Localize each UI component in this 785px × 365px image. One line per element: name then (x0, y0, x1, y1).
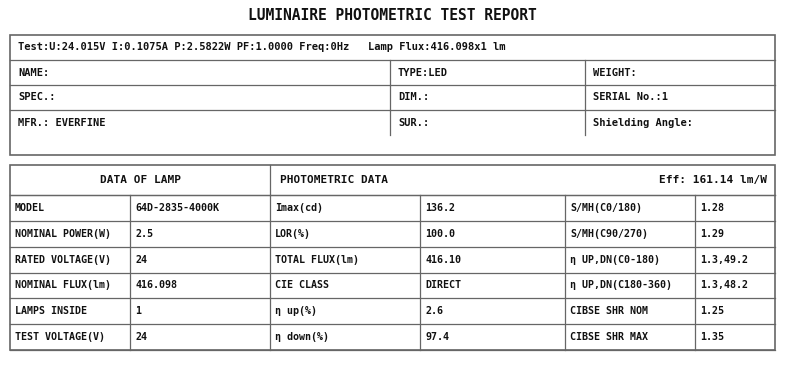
Text: SPEC.:: SPEC.: (18, 92, 56, 103)
Text: Shielding Angle:: Shielding Angle: (593, 118, 693, 127)
Text: 97.4: 97.4 (425, 332, 449, 342)
Text: 1.3,49.2: 1.3,49.2 (700, 254, 748, 265)
Text: Imax(cd): Imax(cd) (275, 203, 323, 213)
Text: S/MH(C90/270): S/MH(C90/270) (570, 229, 648, 239)
Text: CIE CLASS: CIE CLASS (275, 280, 329, 291)
Text: SERIAL No.:1: SERIAL No.:1 (593, 92, 668, 103)
Text: Eff: 161.14 lm/W: Eff: 161.14 lm/W (659, 175, 767, 185)
Text: η UP,DN(C180-360): η UP,DN(C180-360) (570, 280, 672, 291)
Text: MODEL: MODEL (15, 203, 45, 213)
Text: DATA OF LAMP: DATA OF LAMP (100, 175, 181, 185)
Text: 24: 24 (135, 254, 147, 265)
Text: NOMINAL POWER(W): NOMINAL POWER(W) (15, 229, 111, 239)
Text: 2.6: 2.6 (425, 306, 443, 316)
Text: CIBSE SHR NOM: CIBSE SHR NOM (570, 306, 648, 316)
Text: 1.35: 1.35 (700, 332, 724, 342)
Text: Test:U:24.015V I:0.1075A P:2.5822W PF:1.0000 Freq:0Hz   Lamp Flux:416.098x1 lm: Test:U:24.015V I:0.1075A P:2.5822W PF:1.… (18, 42, 506, 53)
Text: 1.29: 1.29 (700, 229, 724, 239)
Text: 100.0: 100.0 (425, 229, 455, 239)
Bar (10, 35, 775, 155)
Text: SUR.:: SUR.: (398, 118, 429, 127)
Bar (10, 165, 775, 350)
Text: RATED VOLTAGE(V): RATED VOLTAGE(V) (15, 254, 111, 265)
Text: DIRECT: DIRECT (425, 280, 461, 291)
Text: 24: 24 (135, 332, 147, 342)
Text: 416.098: 416.098 (135, 280, 177, 291)
Text: TOTAL FLUX(lm): TOTAL FLUX(lm) (275, 254, 359, 265)
Text: LUMINAIRE PHOTOMETRIC TEST REPORT: LUMINAIRE PHOTOMETRIC TEST REPORT (247, 8, 536, 23)
Text: η up(%): η up(%) (275, 306, 317, 316)
Text: η down(%): η down(%) (275, 332, 329, 342)
Text: 1.3,48.2: 1.3,48.2 (700, 280, 748, 291)
Text: 416.10: 416.10 (425, 254, 461, 265)
Text: 64D-2835-4000K: 64D-2835-4000K (135, 203, 219, 213)
Text: TEST VOLTAGE(V): TEST VOLTAGE(V) (15, 332, 105, 342)
Text: S/MH(C0/180): S/MH(C0/180) (570, 203, 642, 213)
Text: NOMINAL FLUX(lm): NOMINAL FLUX(lm) (15, 280, 111, 291)
Text: DIM.:: DIM.: (398, 92, 429, 103)
Text: MFR.: EVERFINE: MFR.: EVERFINE (18, 118, 105, 127)
Text: 1.25: 1.25 (700, 306, 724, 316)
Text: NAME:: NAME: (18, 68, 49, 77)
Text: 136.2: 136.2 (425, 203, 455, 213)
Text: η UP,DN(C0-180): η UP,DN(C0-180) (570, 254, 660, 265)
Text: CIBSE SHR MAX: CIBSE SHR MAX (570, 332, 648, 342)
Text: WEIGHT:: WEIGHT: (593, 68, 637, 77)
Text: 1.28: 1.28 (700, 203, 724, 213)
Text: 2.5: 2.5 (135, 229, 153, 239)
Text: TYPE:LED: TYPE:LED (398, 68, 448, 77)
Text: LAMPS INSIDE: LAMPS INSIDE (15, 306, 87, 316)
Text: PHOTOMETRIC DATA: PHOTOMETRIC DATA (280, 175, 388, 185)
Text: 1: 1 (135, 306, 141, 316)
Text: LOR(%): LOR(%) (275, 229, 311, 239)
